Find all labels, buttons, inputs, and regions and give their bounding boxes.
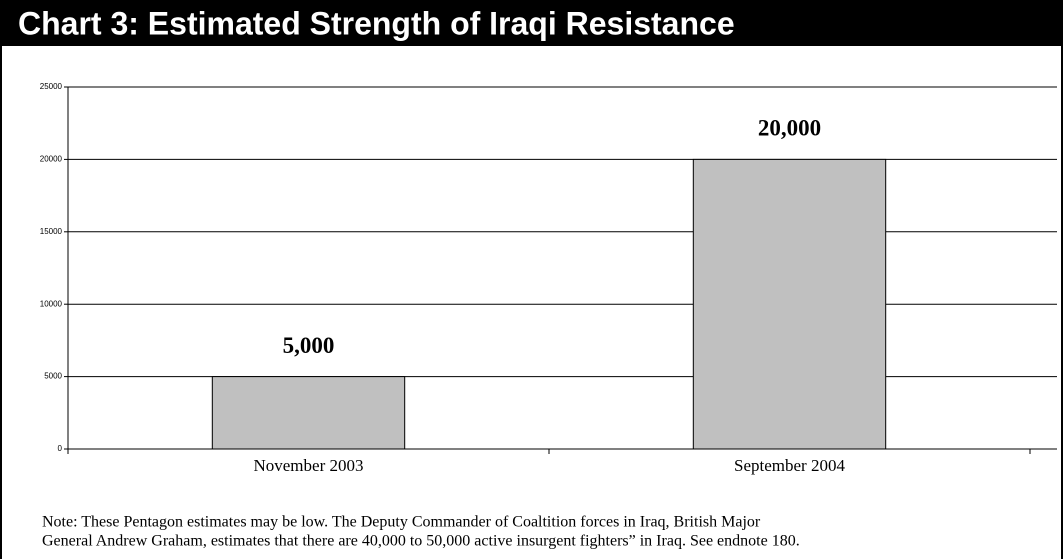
note: General Andrew Graham, estimates that th… — [42, 533, 800, 550]
value-label: 5,000 — [283, 333, 335, 358]
value-label: 20,000 — [758, 116, 821, 141]
y-tick-label: 15000 — [40, 227, 63, 236]
chart-title: Chart 3: Estimated Strength of Iraqi Res… — [18, 5, 735, 41]
title-bar — [0, 0, 1063, 46]
x-tick-label: November 2003 — [253, 456, 363, 475]
bar — [692, 158, 887, 450]
x-tick-label: September 2004 — [734, 456, 845, 475]
y-tick-label: 5000 — [44, 372, 62, 381]
note: Note: These Pentagon estimates may be lo… — [42, 514, 761, 531]
y-tick-label: 20000 — [40, 155, 63, 164]
y-tick-label: 0 — [58, 444, 63, 453]
y-tick-label: 25000 — [40, 82, 63, 91]
bar — [211, 376, 406, 450]
y-tick-label: 10000 — [40, 299, 63, 308]
